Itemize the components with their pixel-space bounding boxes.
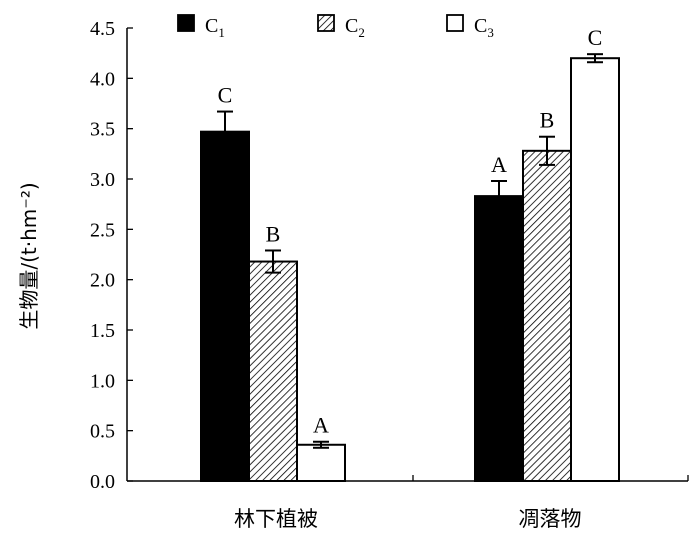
data-label: A bbox=[313, 413, 329, 438]
labels: 林下植被 凋落物 C A B B A C bbox=[218, 25, 603, 531]
bar bbox=[296, 443, 346, 483]
y-tick-label: 1.5 bbox=[90, 320, 115, 342]
x-tick-label: 凋落物 bbox=[519, 507, 582, 531]
data-label: C bbox=[588, 25, 603, 50]
bar bbox=[200, 130, 250, 482]
legend-label: C1 bbox=[205, 15, 225, 40]
y-tick-label: 1.0 bbox=[90, 370, 115, 392]
bar bbox=[248, 260, 298, 482]
x-tick-label: 林下植被 bbox=[234, 507, 318, 531]
y-tick-label: 3.0 bbox=[90, 169, 115, 191]
bar bbox=[474, 195, 524, 482]
legend: C1 C2 C3 bbox=[177, 14, 494, 40]
bar bbox=[522, 149, 572, 483]
bar bbox=[570, 57, 620, 482]
y-tick-label: 0.0 bbox=[90, 471, 115, 493]
y-tick-label: 2.0 bbox=[90, 270, 115, 292]
y-tick-label: 4.0 bbox=[90, 68, 115, 90]
legend-label: C2 bbox=[345, 15, 365, 40]
y-tick-label: 3.5 bbox=[90, 119, 115, 141]
data-label: C bbox=[218, 83, 233, 108]
y-tick-label: 4.5 bbox=[90, 18, 115, 40]
legend-swatch bbox=[446, 14, 464, 32]
legend-swatch bbox=[317, 14, 335, 32]
legend-label: C3 bbox=[474, 15, 494, 40]
legend-swatch bbox=[177, 14, 195, 32]
data-label: B bbox=[266, 221, 281, 246]
y-tick-label: 2.5 bbox=[90, 219, 115, 241]
bars bbox=[200, 53, 620, 483]
data-label: B bbox=[540, 108, 555, 133]
y-axis-label: 生物量/(t·hm⁻²) bbox=[17, 182, 41, 329]
y-tick-label: 0.5 bbox=[90, 421, 115, 443]
data-label: A bbox=[491, 152, 507, 177]
